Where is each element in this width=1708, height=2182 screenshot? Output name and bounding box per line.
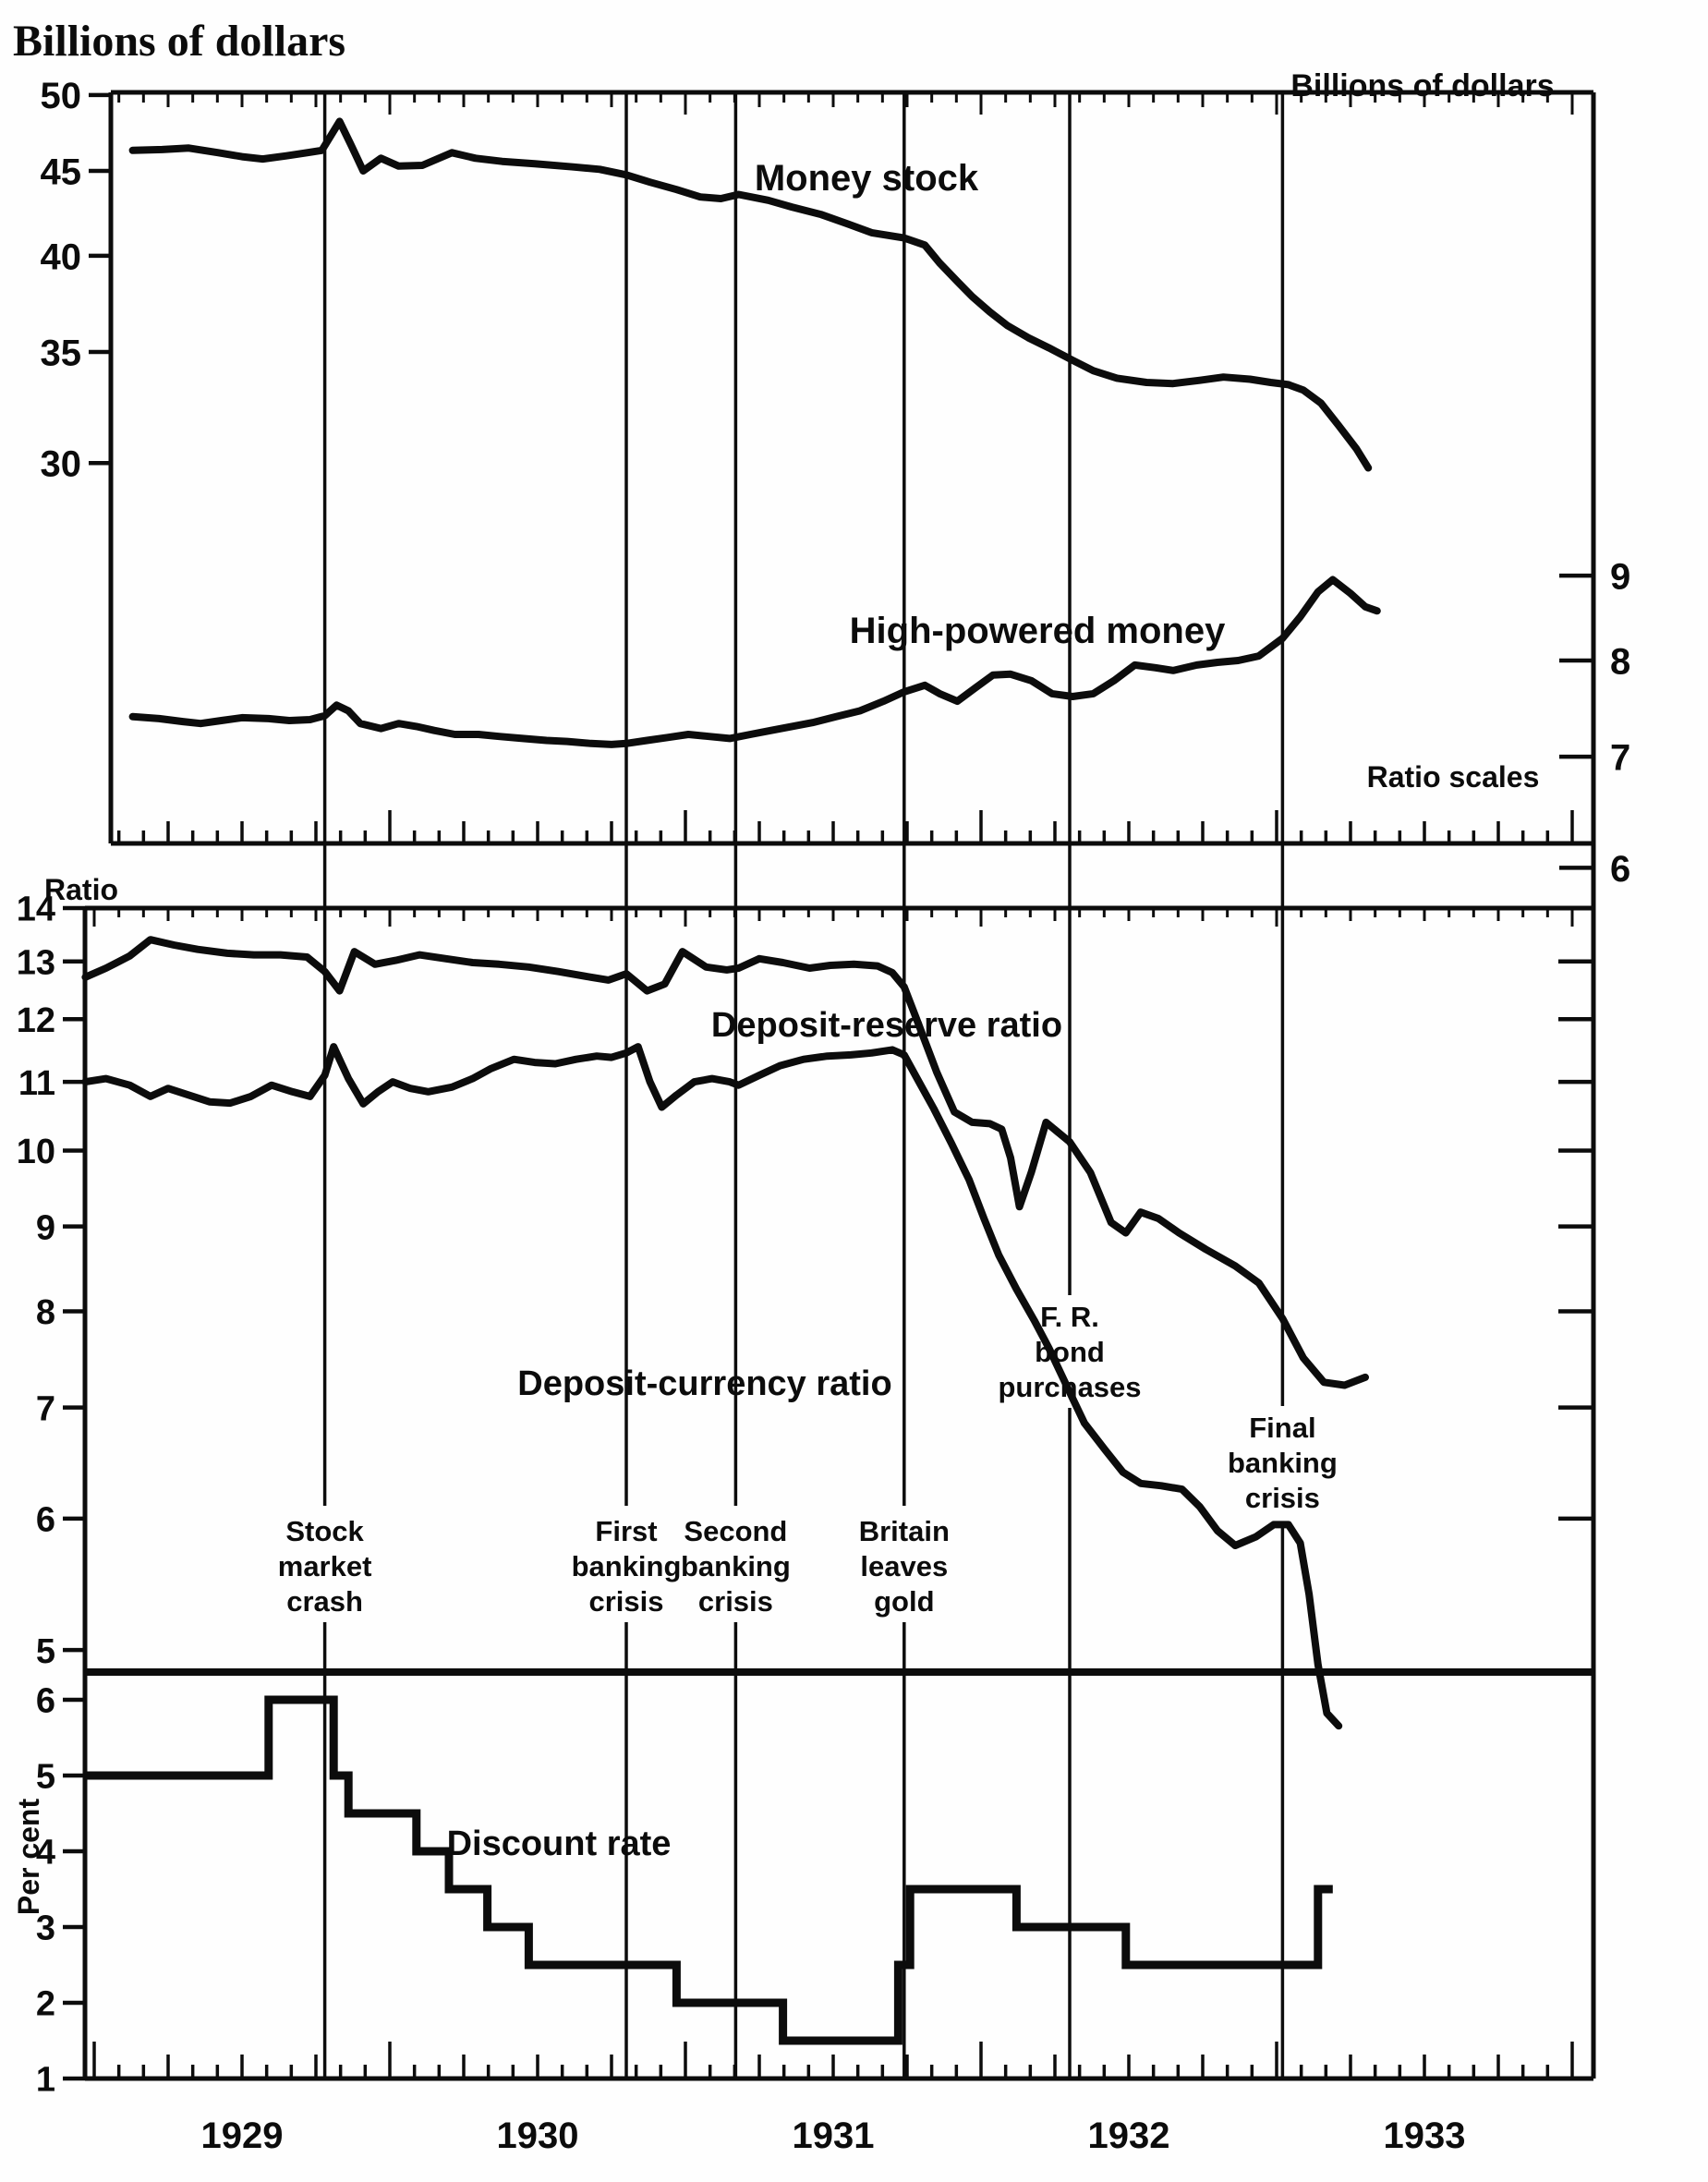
ratio-axis-label: 13 — [17, 943, 55, 982]
ratio-axis-label: 10 — [17, 1133, 55, 1171]
event-label: Stock market crash — [278, 1515, 372, 1618]
percent-axis-label: 3 — [36, 1909, 55, 1948]
money-axis-label: 45 — [41, 152, 82, 192]
high-powered-money-line — [128, 576, 1381, 748]
ratio-axis-label: 5 — [36, 1632, 55, 1671]
hpm-axis-label: 6 — [1610, 849, 1630, 890]
axis-ticks — [63, 92, 1593, 2081]
generated-labels: 50 45 40 35 30 9 8 7 6 14 13 12 11 10 9 8 7 6 5 6 5 4 3 2 1 Stock… — [17, 76, 1631, 2099]
event-lines — [322, 92, 1285, 2079]
money-axis-label: 30 — [41, 444, 82, 485]
deposit-reserve-label: Deposit-reserve ratio — [711, 1006, 1062, 1045]
ratio-axis-label: 14 — [17, 891, 55, 929]
year-label-1933: 1933 — [1384, 2115, 1466, 2156]
axes-and-frame — [82, 90, 1596, 2081]
ratio-axis-label: 6 — [36, 1501, 55, 1540]
per-cent-axis-label: Per cent — [12, 1799, 45, 1916]
deposit-reserve-line — [81, 936, 1369, 1389]
event-label: Second banking crisis — [681, 1515, 791, 1618]
ratio-axis-label: Ratio — [44, 873, 118, 906]
event-label: Final banking crisis — [1228, 1412, 1338, 1514]
money-stock-label: Money stock — [755, 158, 979, 199]
event-label: Britain leaves gold — [859, 1515, 950, 1618]
ratio-axis-label: 8 — [36, 1293, 55, 1332]
money-axis-label: 40 — [41, 236, 82, 277]
percent-axis-label: 6 — [36, 1682, 55, 1721]
event-label: F. R. bond purchases — [998, 1301, 1141, 1403]
percent-axis-label: 5 — [36, 1758, 55, 1797]
money-axis-label: 35 — [41, 333, 82, 373]
page-title: Billions of dollars — [13, 17, 345, 66]
year-label-1931: 1931 — [793, 2115, 875, 2156]
discount-rate-line — [85, 1695, 1333, 2045]
event-label: First banking crisis — [572, 1515, 682, 1618]
ratio-axis-label: 7 — [36, 1389, 55, 1428]
percent-axis-label: 1 — [36, 2061, 55, 2100]
money-stock-line — [128, 117, 1373, 472]
discount-rate-label: Discount rate — [447, 1824, 672, 1863]
hpm-axis-label: 9 — [1610, 557, 1630, 598]
percent-axis-label: 2 — [36, 1985, 55, 2024]
ratio-scales-label: Ratio scales — [1367, 760, 1540, 794]
deposit-currency-label: Deposit-currency ratio — [517, 1364, 891, 1403]
ratio-axis-label: 12 — [17, 1001, 55, 1040]
high-powered-money-label: High-powered money — [850, 611, 1226, 651]
year-label-1932: 1932 — [1088, 2115, 1170, 2156]
percent-axis-label: 4 — [36, 1834, 55, 1873]
hpm-axis-label: 8 — [1610, 641, 1630, 682]
hpm-axis-label: 7 — [1610, 738, 1630, 779]
ratio-axis-label: 9 — [36, 1208, 55, 1247]
year-label-1930: 1930 — [497, 2115, 579, 2156]
year-label-1929: 1929 — [201, 2115, 284, 2156]
deposit-currency-line — [81, 1043, 1343, 1730]
data-series — [81, 117, 1381, 2045]
right-axis-title: Billions of dollars — [1290, 68, 1554, 103]
money-axis-label: 50 — [41, 76, 82, 116]
ratio-axis-label: 11 — [18, 1064, 55, 1103]
